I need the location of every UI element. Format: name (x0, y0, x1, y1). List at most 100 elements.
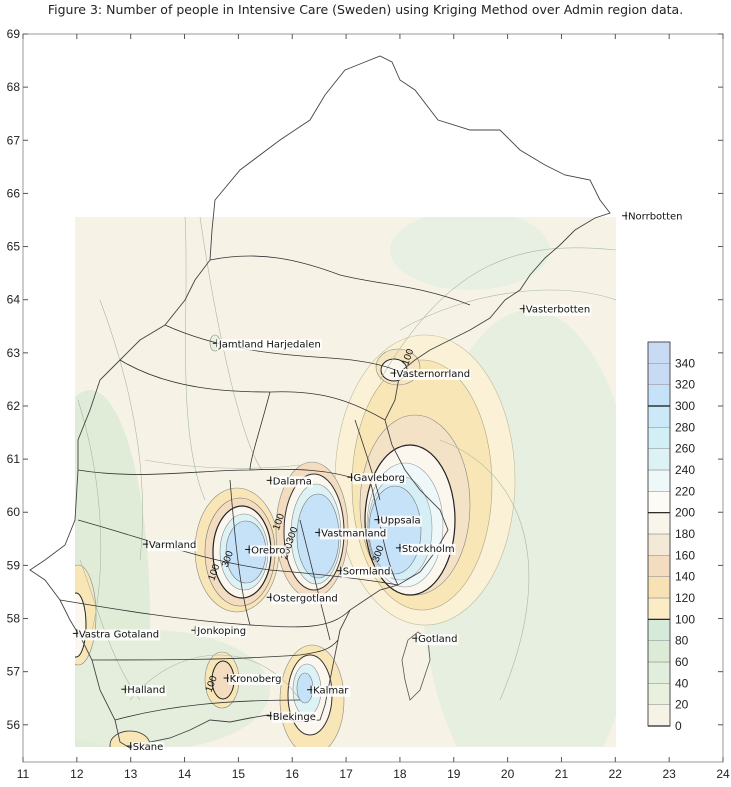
region-label: Vastmanland (321, 528, 386, 539)
legend-label: 240 (675, 463, 695, 477)
legend-swatch (647, 491, 671, 513)
x-tick-label: 18 (393, 767, 407, 781)
region-label-background (627, 211, 684, 223)
contour-label: 300 (285, 525, 301, 545)
legend-swatch (647, 704, 671, 727)
region-marker: Kronoberg (223, 674, 283, 686)
contour-label: 100 (206, 562, 222, 582)
region-label: Kronoberg (230, 674, 282, 685)
legend-label: 300 (675, 399, 695, 413)
legend-swatch (647, 405, 671, 428)
contour-label: 300 (220, 549, 236, 569)
region-label-background (77, 629, 161, 641)
legend-swatch (647, 341, 671, 364)
region-marker: Kalmar (307, 685, 351, 697)
region-marker: Jonkoping (191, 626, 248, 638)
region-label-background (195, 626, 248, 638)
region-label-background (524, 304, 592, 316)
y-tick-label: 66 (7, 186, 21, 200)
region-label-background (271, 476, 313, 488)
region-marker: Dalarna (266, 476, 313, 488)
region-marker: Stockholm (395, 543, 456, 555)
region-label: Varmland (149, 540, 196, 551)
legend-swatch (647, 640, 671, 663)
y-tick-label: 62 (7, 399, 21, 413)
region-label: Norrbotten (628, 212, 682, 223)
x-tick-label: 12 (70, 767, 84, 781)
region-marker: Norrbotten (622, 211, 684, 223)
contour-label: 300 (371, 544, 387, 564)
contour-label: 100 (400, 347, 416, 367)
contour-label: 100 (204, 674, 220, 694)
x-tick-label: 21 (555, 767, 569, 781)
legend-swatch (647, 427, 671, 449)
region-label: Gavleborg (353, 473, 404, 484)
legend-label: 280 (675, 420, 695, 434)
x-axis: 11 12 13 14 15 16 17 18 19 20 21 22 23 24 (17, 34, 730, 781)
legend-label: 120 (675, 591, 695, 605)
legend-label: 180 (675, 527, 695, 541)
legend-swatch (647, 384, 671, 407)
x-tick-label: 11 (17, 767, 30, 781)
region-marker: Vasternorrland (390, 369, 472, 381)
region-marker: Vastra Gotaland (72, 629, 161, 641)
x-tick-label: 23 (662, 767, 676, 781)
region-label-background (400, 543, 456, 555)
legend-label: 220 (675, 484, 695, 498)
region-label: Halland (127, 685, 165, 696)
legend-label: 260 (675, 442, 695, 456)
region-marker: Gotland (412, 634, 459, 646)
kriging-surface (75, 217, 616, 747)
region-label: Uppsala (380, 516, 420, 527)
region-label: Stockholm (402, 544, 455, 555)
legend-label: 0 (675, 719, 682, 733)
legend-label: 340 (675, 356, 695, 370)
legend-label: 40 (675, 676, 689, 690)
x-tick-label: 22 (609, 767, 623, 781)
region-marker: Vastmanland (315, 528, 388, 540)
legend-swatch (647, 555, 671, 577)
region-label: Jamtland Harjedalen (218, 339, 321, 350)
legend-swatch (647, 576, 671, 599)
legend-frame (647, 341, 671, 727)
region-label: Gotland (418, 634, 457, 645)
region-marker: Varmland (142, 540, 198, 552)
legend-label: 160 (675, 548, 695, 562)
chart-title: Figure 3: Number of people in Intensive … (47, 2, 684, 17)
region-label: Vastra Gotaland (79, 629, 159, 640)
contour-lines (77, 217, 616, 701)
y-tick-label: 56 (7, 718, 21, 732)
region-label: Blekinge (273, 712, 316, 723)
legend-swatch (647, 469, 671, 492)
region-marker: Uppsala (374, 515, 422, 527)
hotspot-vastmanland (275, 461, 349, 599)
region-label-background (271, 593, 339, 605)
y-tick-label: 60 (7, 505, 21, 519)
legend-swatch (647, 619, 671, 641)
country-border (29, 55, 611, 749)
region-label-background (147, 540, 198, 552)
y-tick-label: 69 (7, 27, 21, 41)
legend-swatch (647, 363, 671, 385)
legend-swatch (647, 661, 671, 684)
legend-swatch (647, 448, 671, 471)
legend-label: 100 (675, 612, 695, 626)
region-label-background (417, 634, 459, 646)
y-tick-label: 64 (7, 293, 21, 307)
region-marker: Skane (126, 742, 165, 754)
region-labels: Norrbotten Vasterbotten Jamtland Harjedale… (72, 211, 684, 754)
region-marker: Blekinge (266, 711, 317, 723)
region-label: Sormland (343, 567, 391, 578)
y-tick-label: 68 (7, 80, 21, 94)
y-tick-label: 59 (7, 558, 21, 572)
region-label-background (131, 742, 165, 754)
y-tick-label: 61 (7, 452, 21, 466)
region-label-background (126, 685, 167, 697)
region-label: Ostergotland (273, 593, 338, 604)
region-marker: Orebro (245, 545, 287, 557)
y-axis: 56 57 58 59 60 61 62 63 64 65 66 67 68 69 (7, 27, 723, 732)
region-marker: Vasterbotten (519, 304, 592, 316)
x-tick-label: 16 (286, 767, 300, 781)
legend: 0 20 40 60 80 100 120 140 160 180 200 220 240 260 280 3… (647, 341, 695, 733)
